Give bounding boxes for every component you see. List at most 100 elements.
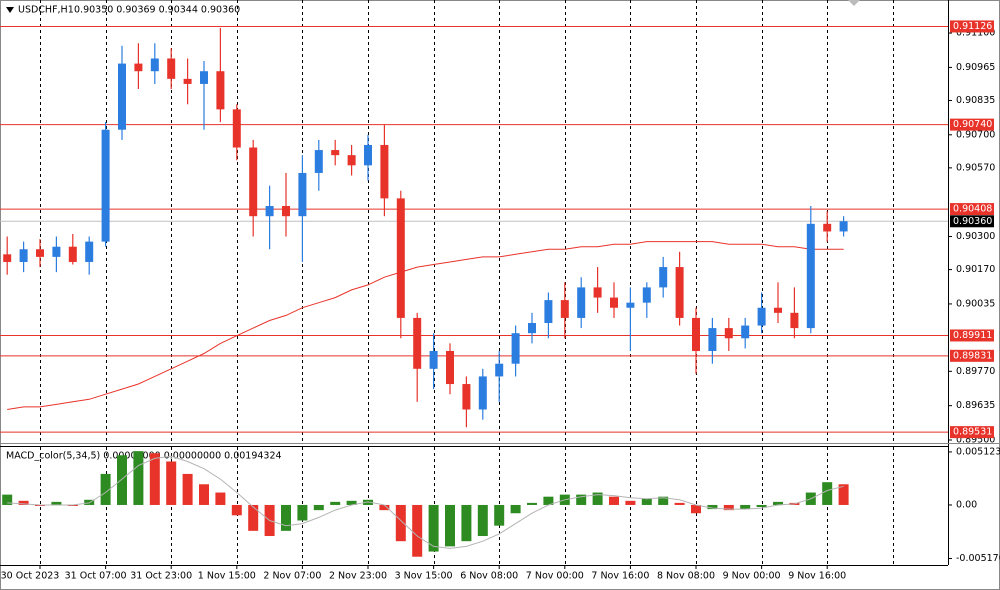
macd-bar — [215, 492, 226, 505]
macd-bar — [510, 504, 521, 514]
macd-bar — [527, 502, 537, 505]
candle-body — [3, 254, 12, 262]
candle-body — [462, 384, 471, 410]
level-label: 0.89911 — [953, 330, 992, 341]
candle-body — [347, 155, 356, 166]
y-tick-label: 0.89635 — [956, 400, 995, 411]
macd-bar — [199, 484, 209, 505]
macd-bar — [313, 504, 324, 511]
macd-bar — [297, 504, 308, 521]
candle-body — [282, 206, 290, 217]
y-tick-label: 0.89770 — [956, 366, 995, 377]
candle-body — [659, 267, 668, 288]
candle-body — [790, 312, 799, 329]
candle-body — [150, 58, 159, 72]
level-label: 0.91126 — [953, 21, 992, 32]
macd-bar — [149, 453, 160, 505]
macd-bar — [51, 501, 62, 505]
macd-bar — [625, 500, 636, 505]
macd-bar — [428, 504, 439, 552]
macd-bar — [330, 501, 341, 505]
moving-average — [7, 241, 844, 410]
candle-body — [298, 172, 307, 217]
candle-body — [724, 328, 733, 339]
macd-bar — [494, 504, 505, 526]
macd-bar — [248, 504, 259, 531]
level-box — [950, 203, 994, 216]
x-tick-label: 31 Oct 23:00 — [130, 571, 192, 582]
candle-body — [36, 249, 44, 257]
candle-body — [675, 267, 684, 318]
macd-bar — [822, 482, 833, 505]
y-tick-label: 0.90570 — [956, 162, 995, 173]
candle-body — [314, 150, 323, 173]
candle-body — [593, 287, 602, 298]
x-tick-label: 7 Nov 16:00 — [591, 571, 649, 582]
macd-bar — [395, 504, 406, 542]
x-tick-label: 7 Nov 00:00 — [526, 571, 584, 582]
macd-bar — [182, 473, 193, 505]
macd-bar — [740, 504, 751, 510]
x-tick-label: 31 Oct 07:00 — [65, 571, 127, 582]
x-tick-label: 9 Nov 00:00 — [723, 571, 781, 582]
macd-bar — [838, 484, 849, 505]
x-tick-label: 2 Nov 07:00 — [263, 571, 321, 582]
menu-arrow[interactable] — [6, 7, 14, 13]
macd-bar — [379, 504, 390, 511]
macd-bar — [166, 461, 177, 505]
level-box — [950, 20, 994, 33]
macd-bar — [2, 494, 13, 505]
shift-marker — [848, 0, 860, 6]
candle-body — [823, 223, 832, 232]
macd-bar — [543, 496, 554, 505]
level-box — [950, 329, 994, 342]
y-tick-label: 0.90170 — [956, 264, 995, 275]
x-tick-label: 2 Nov 23:00 — [329, 571, 387, 582]
y-tick-label: 0.90300 — [956, 231, 995, 242]
candle-body — [216, 71, 225, 110]
candle-body — [577, 287, 586, 318]
x-tick-label: 30 Oct 2023 — [1, 571, 60, 582]
x-tick-label: 8 Nov 08:00 — [657, 571, 715, 582]
candle-body — [806, 223, 815, 329]
macd-bar — [100, 473, 111, 505]
candle-body — [118, 63, 126, 130]
level-box — [950, 426, 994, 439]
candle-body — [331, 150, 340, 156]
candle-body — [52, 246, 61, 257]
candle-body — [232, 109, 241, 148]
y-tick-label: 0.90035 — [956, 298, 995, 309]
symbol: USDCHF,H1 — [18, 5, 74, 16]
x-tick-label: 9 Nov 16:00 — [788, 571, 846, 582]
level-box — [950, 349, 994, 362]
candle-body — [560, 300, 569, 318]
x-tick-label: 3 Nov 15:00 — [395, 571, 453, 582]
y-tick-label: 0.90835 — [956, 95, 995, 106]
y-tick-label: 0.0051237 — [956, 446, 1000, 457]
candle-body — [610, 297, 618, 308]
signal-line — [7, 455, 844, 549]
y-tick-label: 0.91100 — [956, 28, 995, 39]
macd-bar — [707, 504, 718, 510]
candle-body — [413, 317, 422, 369]
level-box — [950, 118, 994, 131]
y-tick-label: -0.0051701 — [956, 553, 1000, 564]
candle-body — [692, 317, 700, 351]
candle-body — [478, 376, 487, 410]
macd-bar — [18, 500, 29, 505]
candle-body — [134, 63, 143, 72]
x-tick-label: 6 Nov 08:00 — [460, 571, 518, 582]
level-label: 0.89831 — [953, 350, 992, 361]
current-price-box — [950, 215, 994, 228]
candle-body — [528, 323, 536, 334]
candle-body — [495, 363, 504, 377]
indicator-title: MACD_color(5,34,5) 0.00000000 0.00000000… — [6, 451, 282, 462]
current-price-label: 0.90360 — [953, 216, 992, 227]
candle-body — [200, 71, 208, 84]
candle-body — [167, 58, 176, 79]
candle-body — [446, 350, 454, 385]
macd-bar — [756, 504, 767, 508]
macd-bar — [412, 504, 423, 557]
